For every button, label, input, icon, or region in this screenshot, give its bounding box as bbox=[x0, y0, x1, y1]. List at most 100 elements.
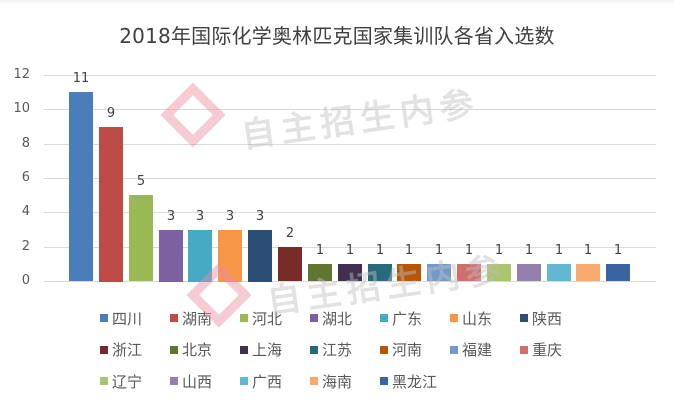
legend-label: 浙江 bbox=[112, 341, 143, 359]
bar-黑龙江 bbox=[606, 264, 630, 281]
bar-河北 bbox=[129, 195, 153, 281]
bar-data-label: 3 bbox=[225, 209, 235, 224]
legend-item: 北京 bbox=[170, 341, 212, 359]
legend-item: 湖北 bbox=[310, 309, 353, 328]
bar-上海 bbox=[338, 264, 362, 281]
bar-山西 bbox=[517, 264, 541, 281]
legend-item: 福建 bbox=[450, 341, 492, 359]
legend-label: 福建 bbox=[462, 341, 493, 359]
legend-item: 广西 bbox=[240, 372, 283, 391]
chart-title: 2018年国际化学奥林匹克国家集训队各省入选数 bbox=[119, 24, 555, 48]
legend-label: 四川 bbox=[112, 309, 143, 328]
legend-item: 四川 bbox=[100, 309, 143, 328]
legend-swatch-icon bbox=[100, 345, 108, 354]
bar-辽宁 bbox=[487, 264, 511, 281]
bar-山东 bbox=[218, 230, 242, 282]
bar-广东 bbox=[188, 230, 212, 282]
legend-item: 河北 bbox=[240, 309, 283, 328]
bar-福建 bbox=[427, 264, 451, 281]
y-tick-label: 8 bbox=[21, 136, 30, 151]
bar-data-label: 3 bbox=[255, 209, 265, 224]
legend-swatch-icon bbox=[380, 314, 388, 322]
legend-label: 重庆 bbox=[532, 341, 563, 359]
bar-海南 bbox=[576, 264, 600, 281]
legend-label: 山东 bbox=[462, 309, 493, 328]
y-tick-label: 0 bbox=[21, 273, 30, 288]
legend-swatch-icon bbox=[310, 314, 318, 322]
legend-item: 广东 bbox=[380, 309, 423, 328]
y-tick-label: 10 bbox=[13, 101, 30, 116]
legend-swatch-icon bbox=[100, 314, 108, 322]
bar-data-label: 1 bbox=[464, 243, 474, 258]
bar-湖南 bbox=[99, 127, 123, 282]
bar-data-label: 1 bbox=[404, 243, 414, 258]
legend-label: 湖北 bbox=[322, 309, 353, 328]
legend-swatch-icon bbox=[240, 377, 248, 385]
bar-陕西 bbox=[248, 230, 272, 282]
gridline bbox=[44, 178, 656, 179]
bar-data-label: 3 bbox=[195, 209, 205, 224]
bar-data-label: 1 bbox=[613, 243, 623, 258]
legend-label: 江苏 bbox=[322, 341, 353, 359]
legend-label: 上海 bbox=[252, 341, 283, 359]
bar-data-label: 1 bbox=[375, 243, 385, 258]
legend-item: 辽宁 bbox=[100, 372, 143, 391]
bar-data-label: 1 bbox=[315, 243, 325, 258]
gridline bbox=[44, 75, 656, 76]
legend-label: 湖南 bbox=[182, 309, 213, 328]
legend-label: 河南 bbox=[392, 341, 423, 359]
bar-data-label: 1 bbox=[524, 243, 534, 258]
legend-swatch-icon bbox=[170, 377, 178, 385]
legend-label: 北京 bbox=[182, 341, 213, 359]
bar-data-label: 1 bbox=[345, 243, 355, 258]
legend-item: 湖南 bbox=[170, 309, 213, 328]
legend-item: 山西 bbox=[170, 372, 213, 391]
plot-area: 0 2 4 6 8 10 12 11 9 5 3 3 3 3 2 1 1 1 1 1 1 1 1 1 1 1 bbox=[13, 67, 656, 288]
legend-item: 上海 bbox=[240, 341, 282, 359]
bar-江苏 bbox=[368, 264, 392, 281]
bar-data-label: 3 bbox=[166, 209, 176, 224]
legend-item: 海南 bbox=[310, 372, 353, 391]
bar-data-label: 1 bbox=[434, 243, 444, 258]
legend-swatch-icon bbox=[100, 377, 108, 385]
legend-swatch-icon bbox=[520, 345, 528, 354]
legend-label: 广西 bbox=[252, 372, 283, 391]
bar-data-label: 11 bbox=[72, 71, 90, 86]
legend-swatch-icon bbox=[170, 345, 178, 354]
legend-item: 河南 bbox=[380, 341, 422, 359]
legend-swatch-icon bbox=[520, 314, 528, 322]
legend-swatch-icon bbox=[310, 377, 318, 385]
legend-swatch-icon bbox=[310, 345, 318, 354]
legend-item: 重庆 bbox=[520, 341, 562, 359]
bar-data-label: 1 bbox=[554, 243, 564, 258]
legend-swatch-icon bbox=[170, 314, 178, 322]
y-tick-label: 4 bbox=[21, 204, 30, 219]
bar-data-label: 1 bbox=[583, 243, 593, 258]
legend-label: 辽宁 bbox=[112, 372, 143, 391]
legend-swatch-icon bbox=[380, 377, 388, 385]
legend-label: 山西 bbox=[182, 372, 213, 391]
legend-item: 陕西 bbox=[520, 309, 562, 328]
bar-浙江 bbox=[278, 247, 302, 281]
gridline bbox=[44, 212, 656, 213]
legend-label: 广东 bbox=[392, 309, 423, 328]
bar-data-label: 1 bbox=[494, 243, 504, 258]
legend-swatch-icon bbox=[240, 314, 248, 322]
bar-重庆 bbox=[457, 264, 481, 281]
legend-label: 黑龙江 bbox=[392, 372, 438, 391]
bar-北京 bbox=[308, 264, 332, 281]
bar-湖北 bbox=[159, 230, 183, 282]
bar-广西 bbox=[547, 264, 571, 281]
gridline bbox=[44, 109, 656, 110]
legend-label: 河北 bbox=[252, 309, 283, 328]
bar-data-label: 2 bbox=[285, 226, 295, 241]
legend-item: 黑龙江 bbox=[380, 372, 438, 391]
bar-data-label: 9 bbox=[106, 106, 116, 121]
legend-item: 江苏 bbox=[310, 341, 352, 359]
bar-四川 bbox=[69, 92, 93, 281]
y-tick-label: 2 bbox=[21, 239, 30, 254]
y-tick-label: 12 bbox=[13, 67, 30, 82]
legend-swatch-icon bbox=[240, 345, 248, 354]
gridline bbox=[44, 247, 656, 248]
legend-label: 海南 bbox=[322, 372, 353, 391]
